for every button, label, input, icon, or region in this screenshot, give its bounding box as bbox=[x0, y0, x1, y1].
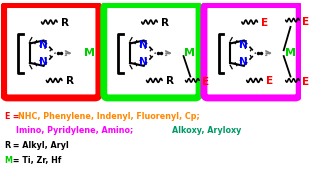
Text: R: R bbox=[166, 76, 174, 86]
Text: R: R bbox=[66, 76, 74, 86]
FancyBboxPatch shape bbox=[104, 5, 199, 98]
Text: Imino, Pyridylene, Amino;: Imino, Pyridylene, Amino; bbox=[16, 126, 133, 135]
FancyBboxPatch shape bbox=[4, 5, 99, 98]
Text: N: N bbox=[239, 57, 248, 67]
Text: R: R bbox=[161, 18, 169, 28]
Text: M: M bbox=[5, 156, 13, 165]
Text: =: = bbox=[11, 112, 23, 122]
Text: E: E bbox=[202, 77, 209, 87]
Text: N: N bbox=[139, 40, 148, 50]
Text: N: N bbox=[39, 40, 48, 50]
Text: Alkoxy, Aryloxy: Alkoxy, Aryloxy bbox=[172, 126, 241, 135]
Text: N: N bbox=[139, 57, 148, 67]
Text: N: N bbox=[39, 57, 48, 67]
Text: N: N bbox=[239, 40, 248, 50]
Text: NHC, Phenylene, Indenyl, Fluorenyl, Cp;: NHC, Phenylene, Indenyl, Fluorenyl, Cp; bbox=[18, 112, 200, 122]
Text: M: M bbox=[184, 48, 196, 58]
FancyBboxPatch shape bbox=[204, 5, 299, 98]
Text: M: M bbox=[84, 48, 95, 58]
Text: M: M bbox=[285, 48, 296, 58]
Text: R: R bbox=[5, 141, 11, 150]
Text: E: E bbox=[302, 17, 309, 27]
Text: = Alkyl, Aryl: = Alkyl, Aryl bbox=[11, 141, 69, 150]
Text: R: R bbox=[61, 18, 69, 28]
Text: E: E bbox=[261, 18, 269, 28]
Text: E: E bbox=[266, 76, 273, 86]
Text: E: E bbox=[302, 77, 309, 87]
Text: E: E bbox=[5, 112, 10, 122]
Text: = Ti, Zr, Hf: = Ti, Zr, Hf bbox=[11, 156, 62, 165]
